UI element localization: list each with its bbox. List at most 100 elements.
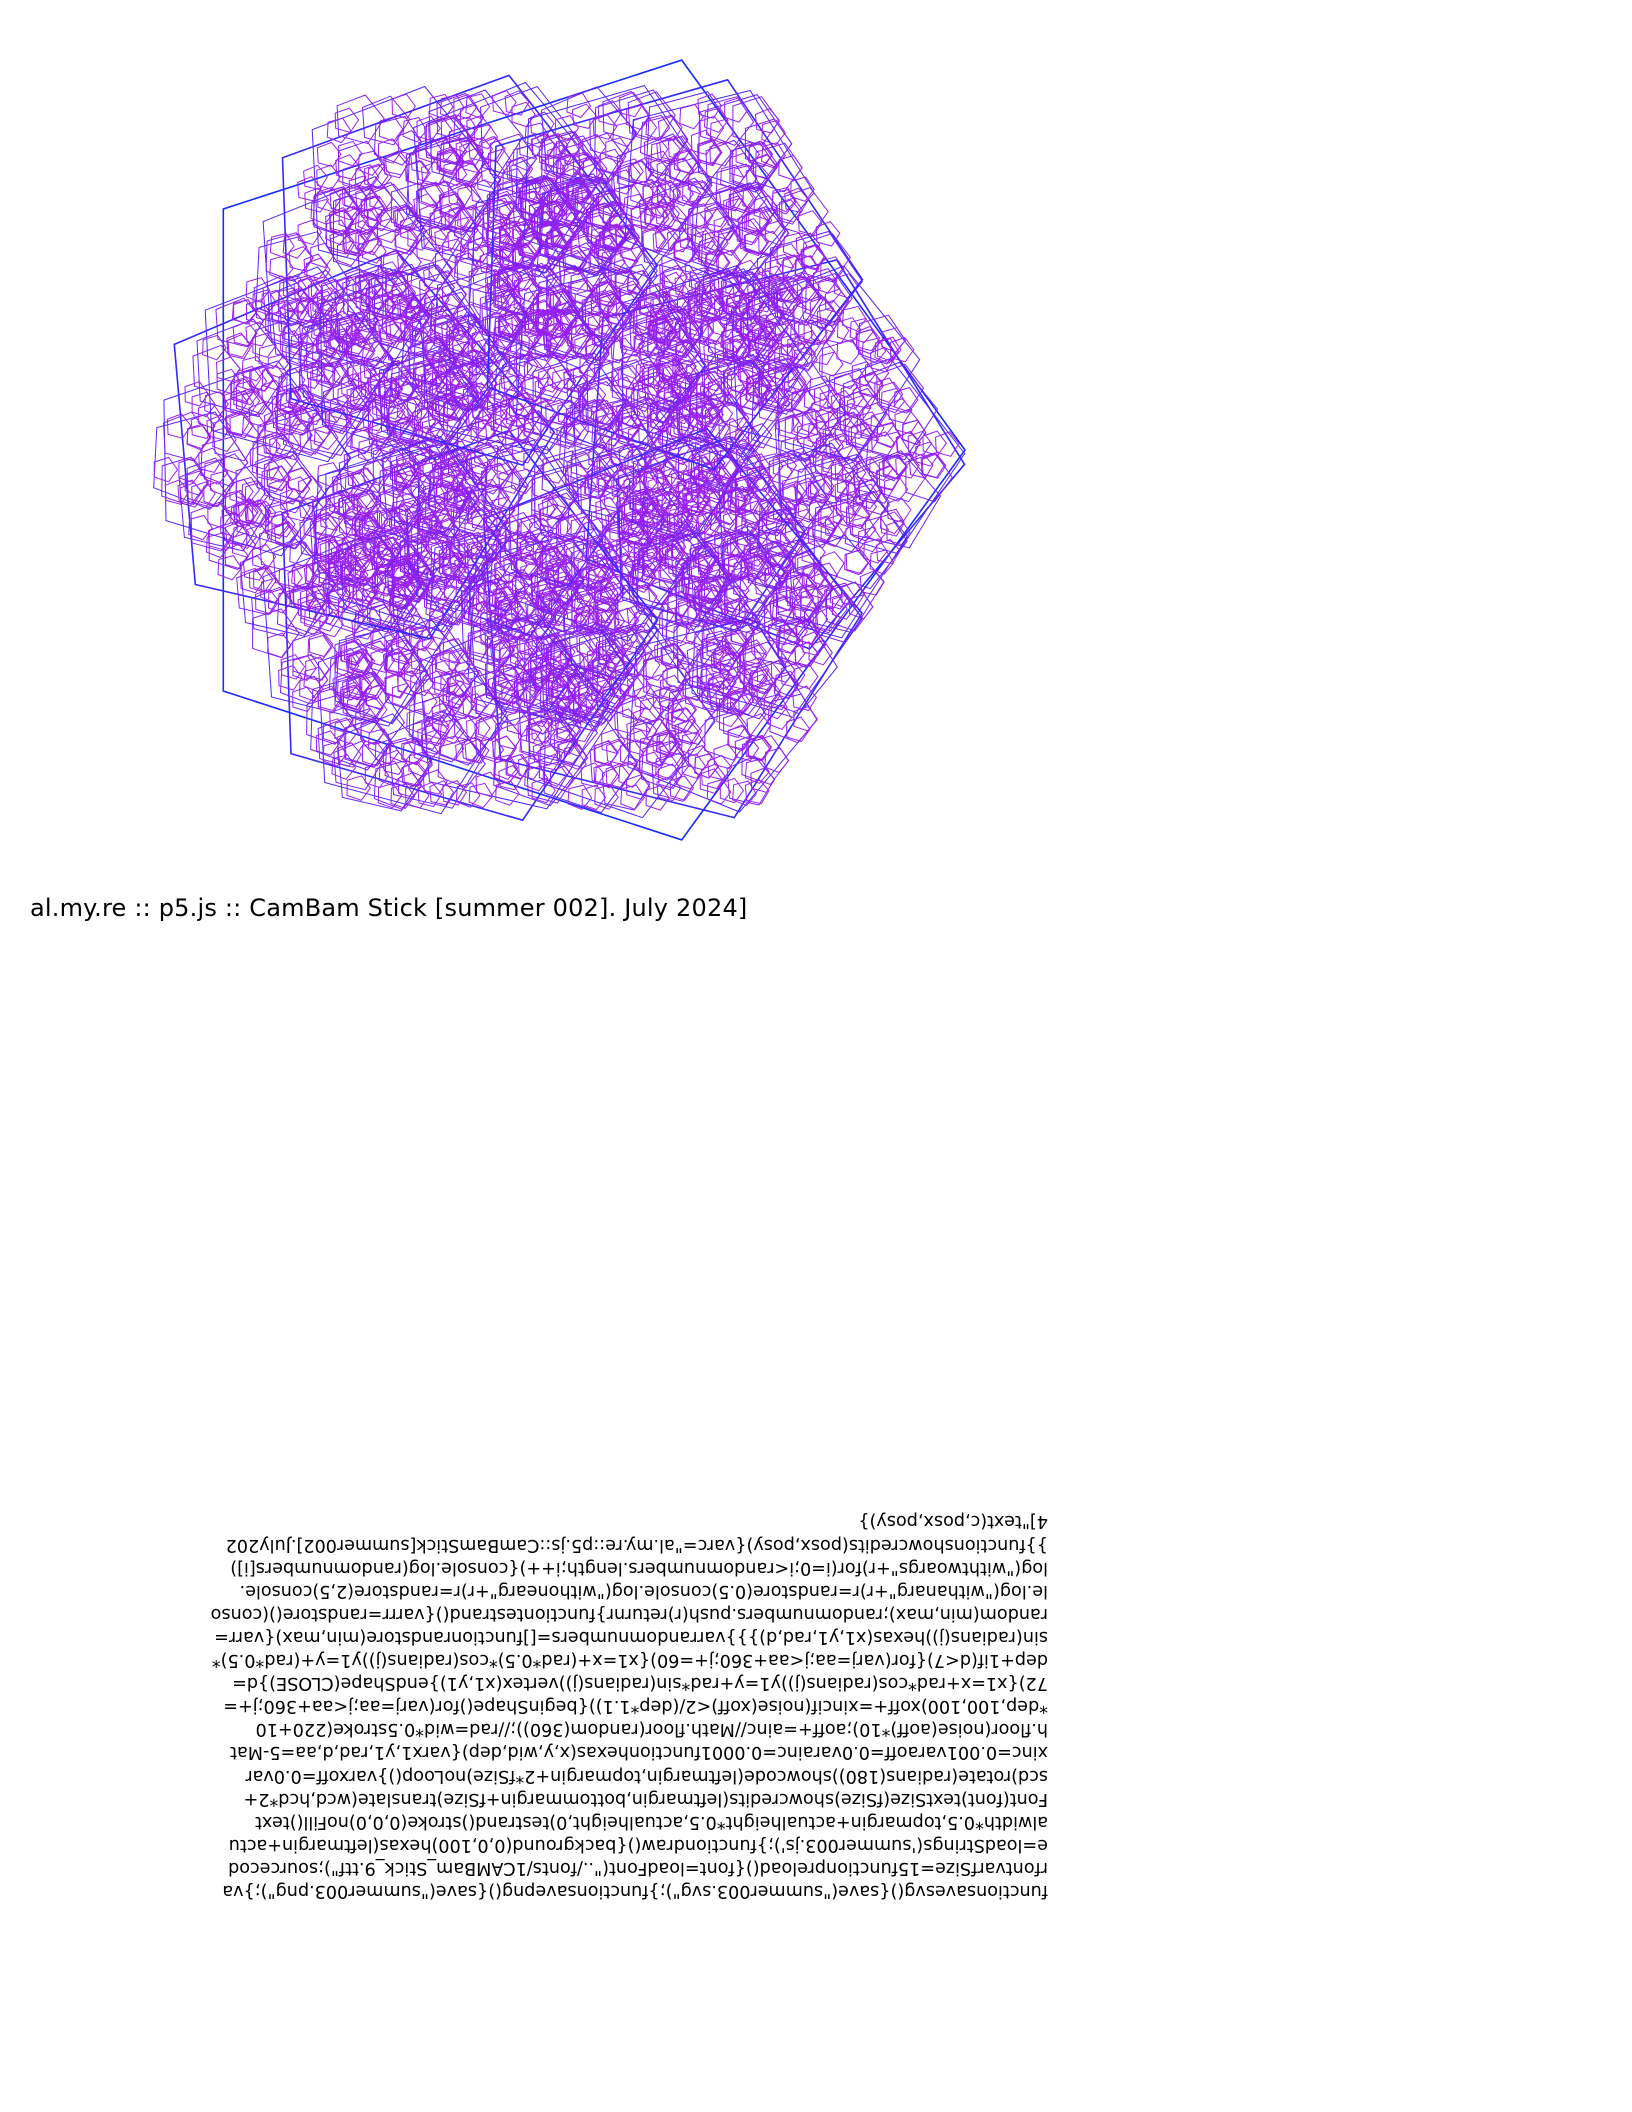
fractal-shape <box>547 144 572 170</box>
fractal-shape <box>761 265 787 291</box>
fractal-shape <box>601 728 626 754</box>
fractal-shape <box>248 401 274 428</box>
fractal-shape <box>748 141 773 168</box>
fractal-shape <box>511 574 537 600</box>
fractal-shape <box>390 783 416 809</box>
fractal-shape <box>652 228 678 254</box>
fractal-shape <box>747 734 773 761</box>
fractal-shape <box>317 186 342 213</box>
fractal-shape <box>731 140 780 191</box>
fractal-shape <box>232 523 258 549</box>
fractal-shape <box>450 499 476 525</box>
fractal-shape <box>663 264 688 291</box>
fractal-shape <box>475 571 501 597</box>
fractal-shape <box>662 665 687 692</box>
fractal-shape <box>346 443 395 494</box>
fractal-shape <box>597 191 623 218</box>
fractal-shape <box>672 696 698 723</box>
fractal-shape <box>439 735 465 761</box>
fractal-shape <box>493 266 519 293</box>
fractal-shape <box>723 585 749 611</box>
fractal-shape <box>335 154 361 180</box>
fractal-shape <box>527 709 577 760</box>
fractal-shape <box>333 740 382 791</box>
fractal-shape <box>677 476 703 503</box>
code-line: sin(radians(j))hexas(x1,y1,rad,d)}}}varr… <box>214 1626 1048 1647</box>
fractal-shape <box>747 423 773 449</box>
fractal-shape <box>659 135 685 162</box>
fractal-shape <box>645 674 671 700</box>
fractal-shape <box>626 625 652 651</box>
fractal-shape <box>305 257 331 283</box>
fractal-shape <box>474 691 499 718</box>
fractal-shape <box>514 241 540 268</box>
fractal-shape <box>553 200 579 227</box>
fractal-shape <box>353 489 379 516</box>
fractal-shape <box>737 205 787 256</box>
fractal-shape <box>675 764 700 790</box>
fractal-shape <box>275 432 301 459</box>
fractal-shape <box>523 308 549 334</box>
fractal-shape <box>502 167 527 194</box>
fractal-shape <box>465 93 491 119</box>
fractal-shape <box>625 104 651 131</box>
fractal-shape <box>512 244 538 271</box>
fractal-shape <box>350 648 376 675</box>
fractal-shape <box>706 635 732 662</box>
fractal-shape <box>745 735 771 762</box>
fractal-shape <box>593 740 619 767</box>
fractal-shape <box>573 610 599 637</box>
fractal-shape <box>531 473 557 500</box>
fractal-shape <box>645 309 671 335</box>
hexagon-fractal-artwork <box>153 59 966 841</box>
fractal-shape <box>340 681 366 708</box>
fractal-shape <box>276 410 302 436</box>
fractal-shape <box>215 297 264 348</box>
fractal-shape <box>856 411 882 437</box>
fractal-shape <box>828 434 854 461</box>
fractal-shape <box>401 738 426 765</box>
fractal-shape <box>706 96 755 146</box>
fractal-shape <box>722 531 771 582</box>
fractal-shape <box>325 550 350 576</box>
fractal-shape <box>441 238 467 264</box>
fractal-shape <box>275 360 371 460</box>
fractal-shape <box>430 576 456 602</box>
fractal-shape <box>729 185 755 212</box>
fractal-shape <box>636 532 732 631</box>
fractal-shape <box>696 644 745 695</box>
fractal-shape <box>593 360 619 387</box>
fractal-shape <box>444 207 470 233</box>
fractal-shape <box>414 360 440 386</box>
fractal-shape <box>773 585 798 611</box>
fractal-shape <box>497 666 523 692</box>
fractal-shape <box>539 177 564 204</box>
fractal-shape <box>443 486 469 513</box>
fractal-shape <box>750 629 776 656</box>
fractal-shape <box>412 450 438 477</box>
fractal-shape <box>566 653 592 679</box>
fractal-shape <box>531 263 557 290</box>
fractal-shape <box>777 618 827 669</box>
fractal-shape <box>921 453 947 479</box>
fractal-shape <box>336 472 361 499</box>
fractal-shape <box>589 109 638 160</box>
fractal-shape <box>498 764 524 791</box>
fractal-shape <box>546 690 572 716</box>
fractal-shape <box>596 444 645 495</box>
fractal-shape <box>808 639 833 666</box>
fractal-shape <box>642 180 668 206</box>
fractal-shape <box>280 654 306 680</box>
fractal-shape <box>523 448 548 474</box>
fractal-shape <box>357 150 383 177</box>
fractal-shape <box>824 318 850 344</box>
fractal-shape <box>726 533 752 559</box>
fractal-shape <box>334 267 431 367</box>
fractal-shape <box>664 572 761 672</box>
fractal-shape <box>742 185 767 212</box>
fractal-shape <box>433 203 458 230</box>
fractal-shape <box>534 492 559 519</box>
fractal-shape <box>492 664 542 715</box>
fractal-shape <box>239 538 336 637</box>
fractal-shape <box>729 438 755 465</box>
